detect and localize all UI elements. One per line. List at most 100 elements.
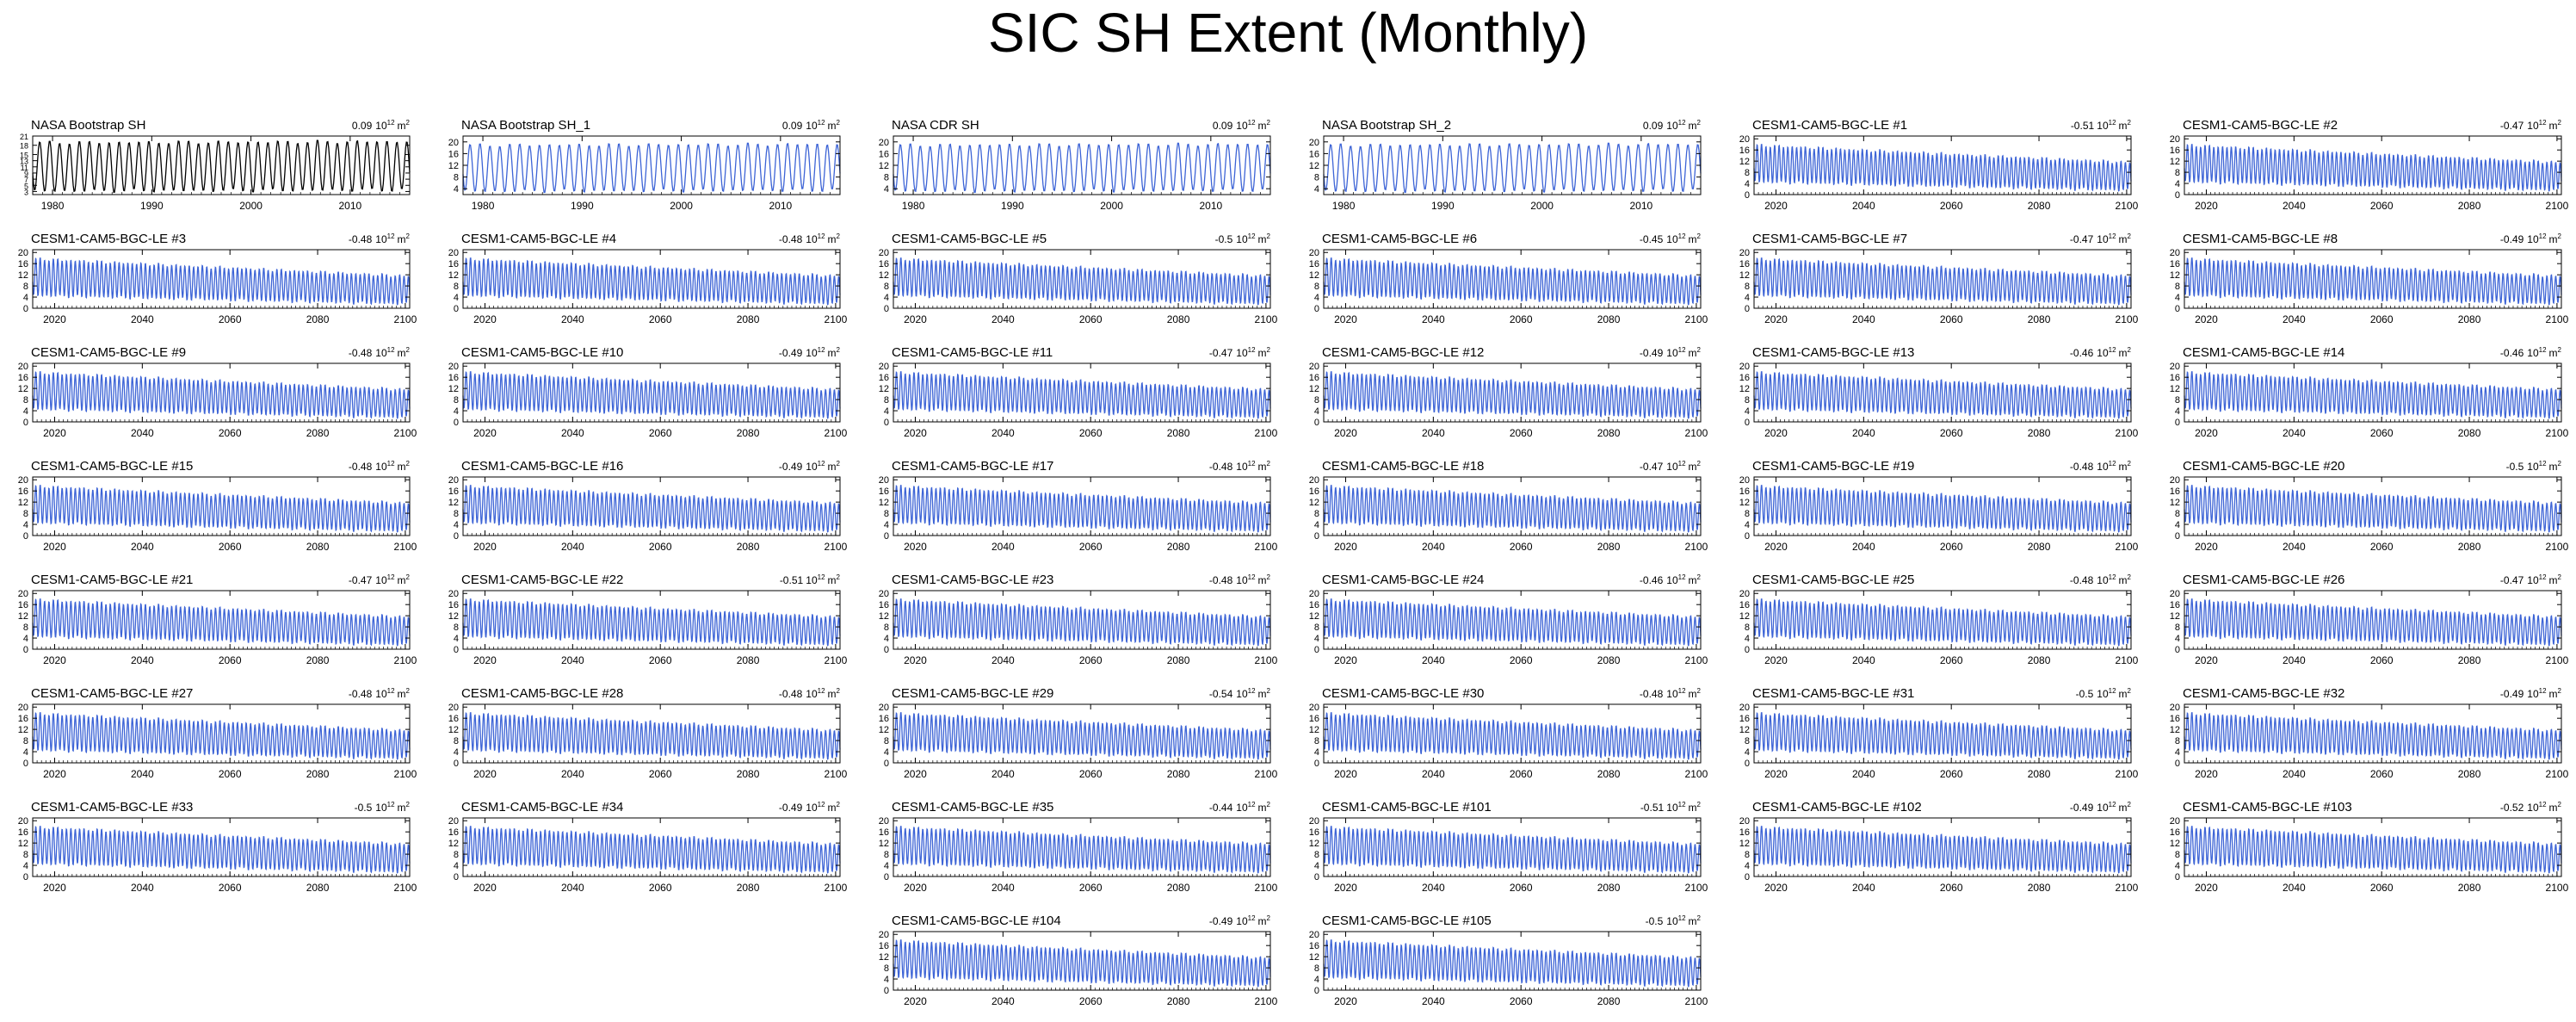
y-tick-label: 12 [1309,611,1319,622]
y-tick-label: 20 [448,362,459,372]
y-tick-label: 0 [454,304,459,314]
x-tick-label: 2060 [219,768,242,780]
y-tick-label: 16 [18,486,28,497]
y-tick-label: 4 [2175,406,2180,417]
x-tick-label: 2020 [904,768,927,780]
trend-value: -0.5 [2506,461,2524,473]
x-tick-label: 2100 [2546,313,2569,325]
trend-annotation: -0.49 1012 m2 [1640,346,1702,359]
y-tick-label: 20 [448,138,459,148]
x-tick-label: 2060 [1079,654,1103,666]
x-tick-label: 2010 [769,200,792,212]
unit-power: 2 [2558,573,2562,581]
panel-title: CESM1-CAM5-BGC-LE #101 [1322,800,1492,815]
unit-power: 2 [406,232,411,240]
panel-title: CESM1-CAM5-BGC-LE #22 [461,573,623,587]
x-tick-label: 2040 [1852,654,1875,666]
panel-title: CESM1-CAM5-BGC-LE #14 [2183,345,2344,360]
x-tick-label: 2020 [1764,427,1788,439]
y-tick-label: 12 [879,725,889,735]
x-tick-label: 2060 [649,541,672,553]
trend-annotation: -0.49 1012 m2 [779,346,841,359]
unit-suffix: m [2549,120,2558,132]
data-series-line [462,142,841,194]
unit-suffix: m [828,461,837,473]
unit-power: 2 [837,460,841,468]
y-tick-label: 0 [884,759,889,769]
y-tick-label: 12 [879,839,889,849]
chart-panel: NASA Bootstrap SH 0.09 1012 m2 1980 1990 2000 2… [20,118,411,212]
y-tick-label: 12 [448,839,459,849]
data-series-line [1323,142,1702,194]
x-tick-label: 2010 [1199,200,1222,212]
unit-exponent: 12 [1678,573,1686,581]
unit-suffix: m [1258,347,1267,359]
y-tick-label: 4 [454,406,459,417]
panel-title: CESM1-CAM5-BGC-LE #29 [892,686,1053,701]
unit-suffix: m [1258,461,1267,473]
y-tick-label: 12 [2170,384,2180,394]
unit-exponent: 12 [818,687,825,695]
y-tick-label: 8 [1745,395,1750,406]
trend-annotation: -0.48 1012 m2 [349,460,411,473]
x-tick-label: 2060 [1079,427,1103,439]
unit-exponent: 12 [387,687,395,695]
x-tick-label: 2100 [825,768,848,780]
trend-annotation: -0.5 1012 m2 [355,801,411,814]
y-tick-label: 8 [1314,736,1319,746]
y-tick-label: 8 [23,395,28,406]
x-tick-label: 2080 [2028,313,2051,325]
unit-suffix: m [2549,461,2558,473]
x-tick-label: 2040 [1852,427,1875,439]
x-tick-label: 2010 [338,200,361,212]
trend-annotation: -0.48 1012 m2 [779,687,841,700]
data-series-line [32,257,411,306]
unit-suffix: m [828,688,837,700]
y-tick-label: 0 [454,645,459,655]
x-tick-label: 2100 [825,654,848,666]
trend-value: -0.5 [1215,233,1233,245]
x-tick-label: 2010 [1629,200,1652,212]
trend-value: -0.49 [779,461,803,473]
y-tick-label: 12 [1739,725,1750,735]
x-tick-label: 2080 [2458,427,2481,439]
x-tick-label: 2080 [737,427,760,439]
y-tick-label: 16 [448,149,459,159]
unit-exponent: 12 [1248,119,1256,127]
data-series-line [1753,257,2132,306]
data-series-line [893,712,1271,760]
trend-annotation: -0.51 1012 m2 [1640,801,1702,814]
y-tick-label: 0 [884,645,889,655]
x-tick-label: 1990 [1431,200,1455,212]
x-tick-label: 2000 [670,200,693,212]
y-tick-label: 4 [2175,634,2180,644]
y-tick-label: 16 [448,259,459,269]
x-tick-label: 2040 [561,313,584,325]
trend-value: -0.48 [349,347,373,359]
x-tick-label: 2080 [1167,882,1190,894]
unit-power: 2 [1697,460,1702,468]
unit-base: 10 [375,574,387,586]
unit-base: 10 [1666,461,1678,473]
unit-power: 2 [406,119,411,127]
y-tick-label: 20 [18,248,28,258]
unit-exponent: 12 [2539,346,2547,354]
y-tick-label: 8 [23,622,28,633]
panel-title: CESM1-CAM5-BGC-LE #27 [31,686,193,701]
unit-power: 2 [837,801,841,808]
x-tick-label: 2100 [2116,768,2139,780]
trend-annotation: -0.44 1012 m2 [1209,801,1271,814]
y-tick-label: 0 [884,872,889,883]
unit-exponent: 12 [818,346,825,354]
trend-annotation: -0.51 1012 m2 [2071,119,2132,132]
x-tick-label: 1990 [1001,200,1024,212]
data-series-line [893,142,1271,194]
data-series-line [2184,712,2562,760]
